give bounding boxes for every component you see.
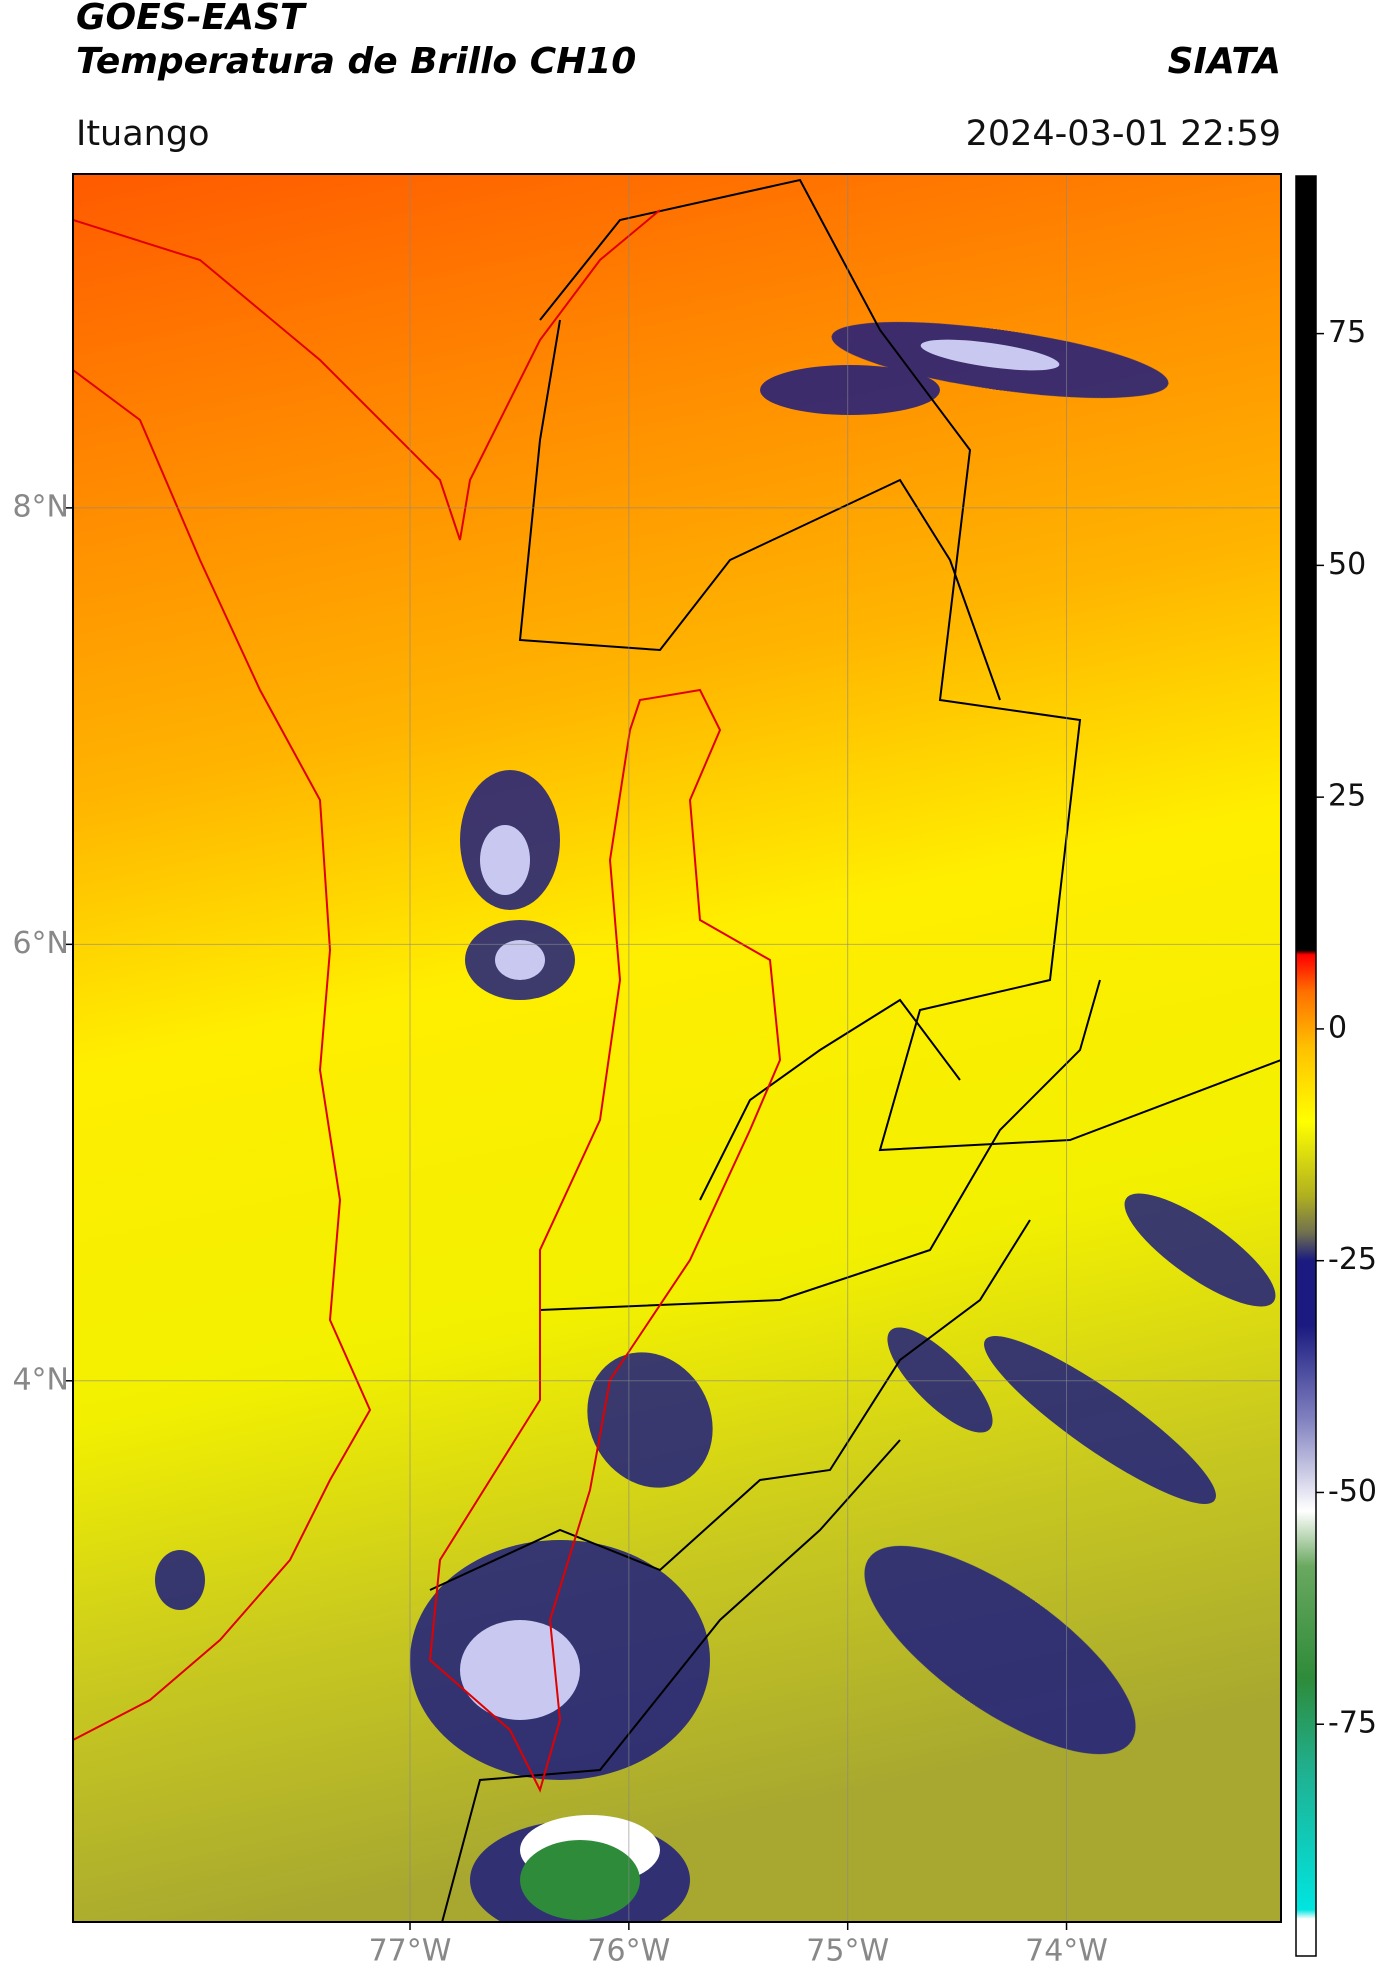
- x-tick-label: 77°W: [369, 1934, 452, 1969]
- subtitle: Temperatura de Brillo CH10: [76, 41, 636, 82]
- colorbar-tick-label: 0: [1328, 1010, 1347, 1045]
- y-tick-label: 8°N: [12, 489, 69, 524]
- map-image: [73, 174, 1281, 1922]
- map-frame: [72, 173, 1282, 1923]
- colorbar-tick-label: 75: [1328, 315, 1366, 350]
- colorbar-tick-label: -25: [1328, 1242, 1377, 1277]
- datetime: 2024-03-01 22:59: [966, 114, 1281, 154]
- y-tick-label: 6°N: [12, 926, 69, 961]
- y-tick-label: 4°N: [12, 1362, 69, 1397]
- brand: SIATA: [1168, 41, 1281, 82]
- title: GOES-EAST: [76, 0, 307, 38]
- colorbar: [1295, 175, 1317, 1957]
- colorbar-tick-label: -75: [1328, 1706, 1377, 1741]
- x-tick-label: 76°W: [587, 1934, 670, 1969]
- x-tick-label: 75°W: [806, 1934, 889, 1969]
- colorbar-tick-label: -50: [1328, 1474, 1377, 1509]
- colorbar-tick-label: 25: [1328, 779, 1366, 814]
- colorbar-tick-label: 50: [1328, 547, 1366, 582]
- x-tick-label: 74°W: [1025, 1934, 1108, 1969]
- location: Ituango: [76, 114, 210, 154]
